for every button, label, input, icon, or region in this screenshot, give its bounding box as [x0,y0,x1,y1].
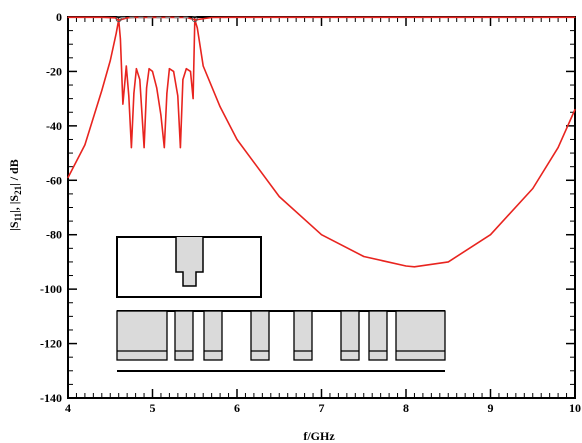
series-1-point [109,59,111,62]
series-1-point [192,98,194,100]
y-tick-label: -60 [46,173,62,187]
series-1-point [67,177,69,179]
series-1-point [405,265,407,267]
inset-section-stub [175,237,204,287]
series-1-point [119,38,121,40]
series-2-point [574,16,576,18]
series-2-point [135,16,137,18]
inset-resonator [340,310,360,361]
series-1-point [447,261,449,263]
series-1-point [101,89,103,92]
filter-layout-inset [116,236,446,372]
series-1-point [179,147,181,149]
x-tick-label: 5 [150,401,156,415]
series-1-point [151,70,154,72]
series-1-point [196,27,198,29]
series-1-point [189,70,192,72]
tick-labels: 4 5 6 7 8 9 10 0 -20 -40 -60 -80 -100 -120 -140 [40,10,581,415]
y-tick-label: -40 [46,119,62,133]
series-1-point [236,138,238,141]
series-1-point [168,68,170,70]
inset-right-feed [395,310,446,361]
series-2-point [143,16,145,19]
y-tick-label: 0 [56,10,62,24]
series-2-point [405,16,407,18]
inset-left-feed [116,310,168,361]
inset-resonator [293,310,313,361]
series-1-point [133,92,135,94]
series-2-point [67,16,69,18]
series-2-point [101,16,103,18]
series-1-point [278,196,280,198]
inset-resonator [250,310,270,361]
series-1-point [320,234,323,236]
series-1-point [156,87,158,89]
series-1-point [413,266,415,268]
series-1-point [532,187,534,190]
y-tick-label: -120 [40,337,62,351]
x-tick-label: 7 [319,401,325,415]
series-1-point [115,32,117,34]
series-1-point [125,65,127,67]
band-edge-marker [191,16,198,23]
x-tick-label: 8 [403,401,409,415]
series-1-point [84,144,86,146]
series-2-point [211,16,213,19]
series-1-point [185,68,187,70]
series-1-point [182,79,184,81]
series-1-point [128,95,130,97]
series-1-point [219,106,221,108]
series-2-point [320,16,323,18]
x-tick-label: 6 [234,401,240,415]
series-1-point [166,92,168,94]
x-axis-label: f/GHz [303,429,335,443]
series-1-point [135,68,137,70]
series-2-point [118,19,120,21]
y-tick-label: -100 [40,282,62,296]
x-tick-label: 4 [65,401,71,415]
series-1-point [173,70,175,72]
series-1-point [130,147,132,149]
series-2-point [114,17,116,19]
y-tick-label: -140 [40,391,62,405]
inset-resonator [368,310,388,361]
series-1-point [557,147,559,149]
x-tick-label: 10 [569,401,581,415]
series-1-point [177,95,179,97]
series-1-point [574,108,576,111]
band-edge-marker [115,16,122,23]
inset-resonator [203,310,223,361]
series-2-point [126,17,128,19]
y-axis-label: |S11|, |S21| / dB [7,159,23,230]
series-2-point [84,16,86,18]
series-1-point [122,103,124,105]
y-tick-label: -80 [46,228,62,242]
series-1-point [139,79,141,81]
series-1-point [163,147,165,149]
series-2-point [489,16,492,18]
series-line-1 [67,18,576,268]
series-2-point [236,16,238,18]
inset-resonator [174,310,194,361]
series-layer [67,16,576,268]
inset-layout-resonators [116,310,446,361]
series-1-point [146,87,148,89]
x-tick-label: 9 [488,401,494,415]
series-1-point [202,65,204,67]
series-1-point [363,255,365,258]
series-1-point [148,68,150,70]
series-1-point [160,114,162,116]
y-tick-label: -20 [46,64,62,78]
series-1-point [489,234,492,236]
series-2-point [192,18,194,20]
series-1-point [143,147,145,149]
